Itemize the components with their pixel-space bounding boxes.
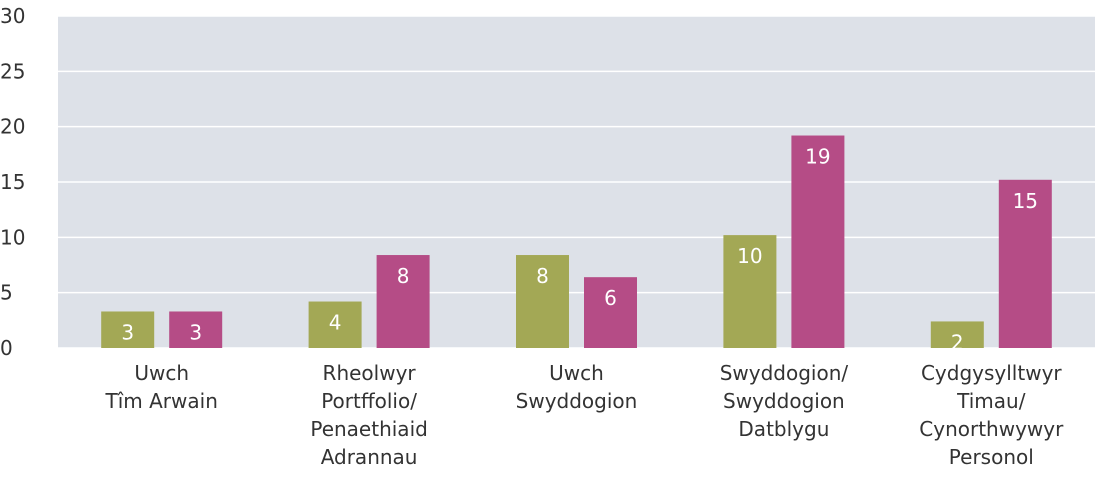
value-label: 19 [805, 145, 830, 169]
value-label: 8 [397, 264, 410, 288]
x-tick-label: Uwch Tîm Arwain [105, 361, 218, 413]
x-tick-label: Cydgysylltwyr Timau/Cynorthwywyr Personol [919, 361, 1064, 469]
x-tick-label: Rheolwyr Portffolio/Penaethiaid Adrannau [310, 361, 427, 469]
value-label: 8 [536, 264, 549, 288]
value-label: 15 [1013, 189, 1038, 213]
bar [101, 311, 155, 348]
y-tick-label: 20 [0, 115, 25, 139]
bar [169, 311, 223, 348]
bar [516, 255, 569, 348]
bar [308, 301, 362, 348]
bar [376, 255, 430, 348]
bar [723, 235, 777, 348]
value-label: 10 [737, 244, 762, 268]
y-tick-label: 15 [0, 170, 25, 194]
value-label: 6 [604, 286, 617, 310]
value-label: 3 [189, 320, 202, 344]
bar [584, 277, 637, 348]
y-tick-label: 10 [0, 225, 25, 249]
bar [998, 179, 1052, 348]
bar [930, 321, 984, 348]
bar [791, 135, 845, 348]
value-label: 2 [951, 330, 964, 354]
x-tick-label: Uwch Swyddogion [516, 361, 638, 413]
x-tick-label: Swyddogion/Swyddogion Datblygu [720, 361, 849, 441]
y-tick-label: 30 [0, 4, 25, 28]
y-tick-label: 25 [0, 59, 25, 83]
value-label: 3 [121, 320, 134, 344]
y-tick-label: 5 [0, 281, 13, 305]
y-tick-label: 0 [0, 336, 13, 360]
value-label: 4 [329, 311, 342, 335]
